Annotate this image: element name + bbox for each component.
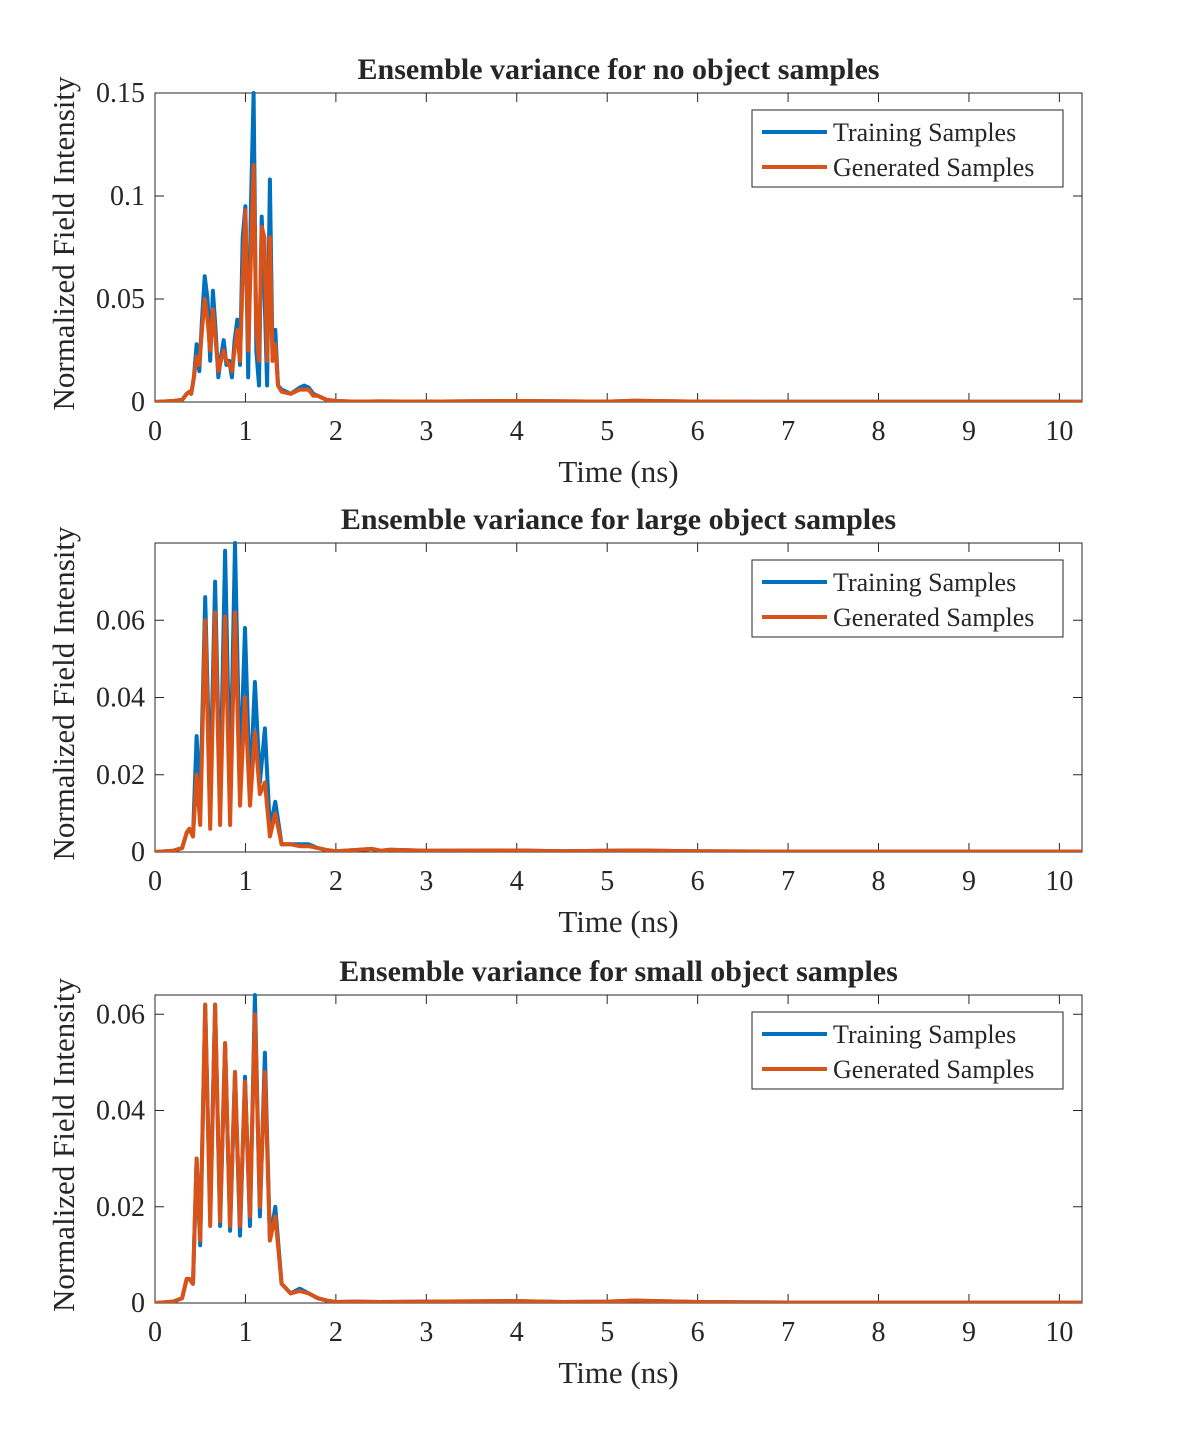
legend-label: Generated Samples bbox=[833, 1055, 1034, 1084]
x-tick-label: 8 bbox=[872, 416, 886, 447]
x-tick-label: 1 bbox=[238, 1317, 252, 1348]
x-tick-label: 1 bbox=[238, 416, 252, 447]
y-tick-label: 0.1 bbox=[110, 181, 145, 212]
x-tick-label: 2 bbox=[329, 1317, 343, 1348]
chart-panel-3: 0 1 2 3 4 5 6 7 8 9 10 0 0.02 0.04 0.06 Ensemble varian… bbox=[46, 955, 1083, 1390]
x-tick-label: 0 bbox=[148, 866, 162, 897]
x-tick-label: 0 bbox=[148, 1317, 162, 1348]
series-line-generated bbox=[155, 163, 1082, 402]
y-axis-label: Normalized Field Intensity bbox=[46, 76, 81, 411]
y-tick-label: 0.02 bbox=[96, 760, 145, 791]
y-tick-label: 0.04 bbox=[96, 683, 145, 714]
legend-box bbox=[751, 559, 1064, 638]
x-tick-label: 6 bbox=[691, 1317, 705, 1348]
x-tick-label: 2 bbox=[329, 866, 343, 897]
y-tick-label: 0 bbox=[131, 387, 145, 418]
x-tick-label: 6 bbox=[691, 866, 705, 897]
x-axis-label: Time (ns) bbox=[558, 904, 678, 939]
series-line-generated bbox=[155, 1002, 1082, 1303]
x-tick-label: 10 bbox=[1045, 1317, 1073, 1348]
x-tick-label: 4 bbox=[510, 416, 524, 447]
chart-panel-2: 0 1 2 3 4 5 6 7 8 9 10 0 0.02 0.04 0.06 Ensemble varian… bbox=[46, 503, 1083, 939]
legend-label: Generated Samples bbox=[833, 603, 1034, 632]
x-tick-label: 3 bbox=[419, 1317, 433, 1348]
x-axis-label: Time (ns) bbox=[558, 1355, 678, 1390]
x-tick-label: 4 bbox=[510, 1317, 524, 1348]
x-tick-label: 4 bbox=[510, 866, 524, 897]
x-tick-label: 5 bbox=[600, 416, 614, 447]
y-axis-label: Normalized Field Intensity bbox=[46, 977, 81, 1312]
chart-title: Ensemble variance for no object samples bbox=[358, 53, 880, 86]
x-tick-label: 7 bbox=[781, 416, 795, 447]
legend-label: Generated Samples bbox=[833, 153, 1034, 182]
legend-label: Training Samples bbox=[833, 568, 1016, 597]
legend-box bbox=[751, 1011, 1064, 1090]
x-tick-label: 2 bbox=[329, 416, 343, 447]
y-tick-label: 0.04 bbox=[96, 1096, 145, 1127]
x-axis-label: Time (ns) bbox=[558, 454, 678, 489]
x-tick-label: 8 bbox=[872, 1317, 886, 1348]
x-tick-label: 9 bbox=[962, 866, 976, 897]
x-tick-label: 10 bbox=[1045, 416, 1073, 447]
y-tick-label: 0 bbox=[131, 1288, 145, 1319]
y-tick-label: 0.05 bbox=[96, 284, 145, 315]
y-tick-label: 0 bbox=[131, 837, 145, 868]
y-tick-label: 0.15 bbox=[96, 78, 145, 109]
x-tick-label: 7 bbox=[781, 866, 795, 897]
legend-box bbox=[751, 109, 1064, 188]
chart-title: Ensemble variance for large object sampl… bbox=[341, 503, 896, 536]
x-tick-label: 8 bbox=[872, 866, 886, 897]
x-tick-label: 9 bbox=[962, 416, 976, 447]
y-axis-label: Normalized Field Intensity bbox=[46, 526, 81, 861]
x-tick-label: 9 bbox=[962, 1317, 976, 1348]
y-tick-label: 0.06 bbox=[96, 605, 145, 636]
chart-title: Ensemble variance for small object sampl… bbox=[339, 955, 898, 988]
x-tick-label: 6 bbox=[691, 416, 705, 447]
x-tick-label: 1 bbox=[238, 866, 252, 897]
y-tick-label: 0.06 bbox=[96, 999, 145, 1030]
x-tick-label: 5 bbox=[600, 1317, 614, 1348]
legend-label: Training Samples bbox=[833, 118, 1016, 147]
x-tick-label: 0 bbox=[148, 416, 162, 447]
y-tick-label: 0.02 bbox=[96, 1192, 145, 1223]
x-tick-label: 3 bbox=[419, 416, 433, 447]
x-tick-label: 7 bbox=[781, 1317, 795, 1348]
x-tick-label: 5 bbox=[600, 866, 614, 897]
x-tick-label: 3 bbox=[419, 866, 433, 897]
legend-label: Training Samples bbox=[833, 1020, 1016, 1049]
x-tick-label: 10 bbox=[1045, 866, 1073, 897]
series-line-generated bbox=[155, 610, 1082, 852]
chart-panel-1: 0 1 2 3 4 5 6 7 8 9 10 0 0.05 0.1 0.15 Ensemble varianc… bbox=[46, 53, 1083, 489]
